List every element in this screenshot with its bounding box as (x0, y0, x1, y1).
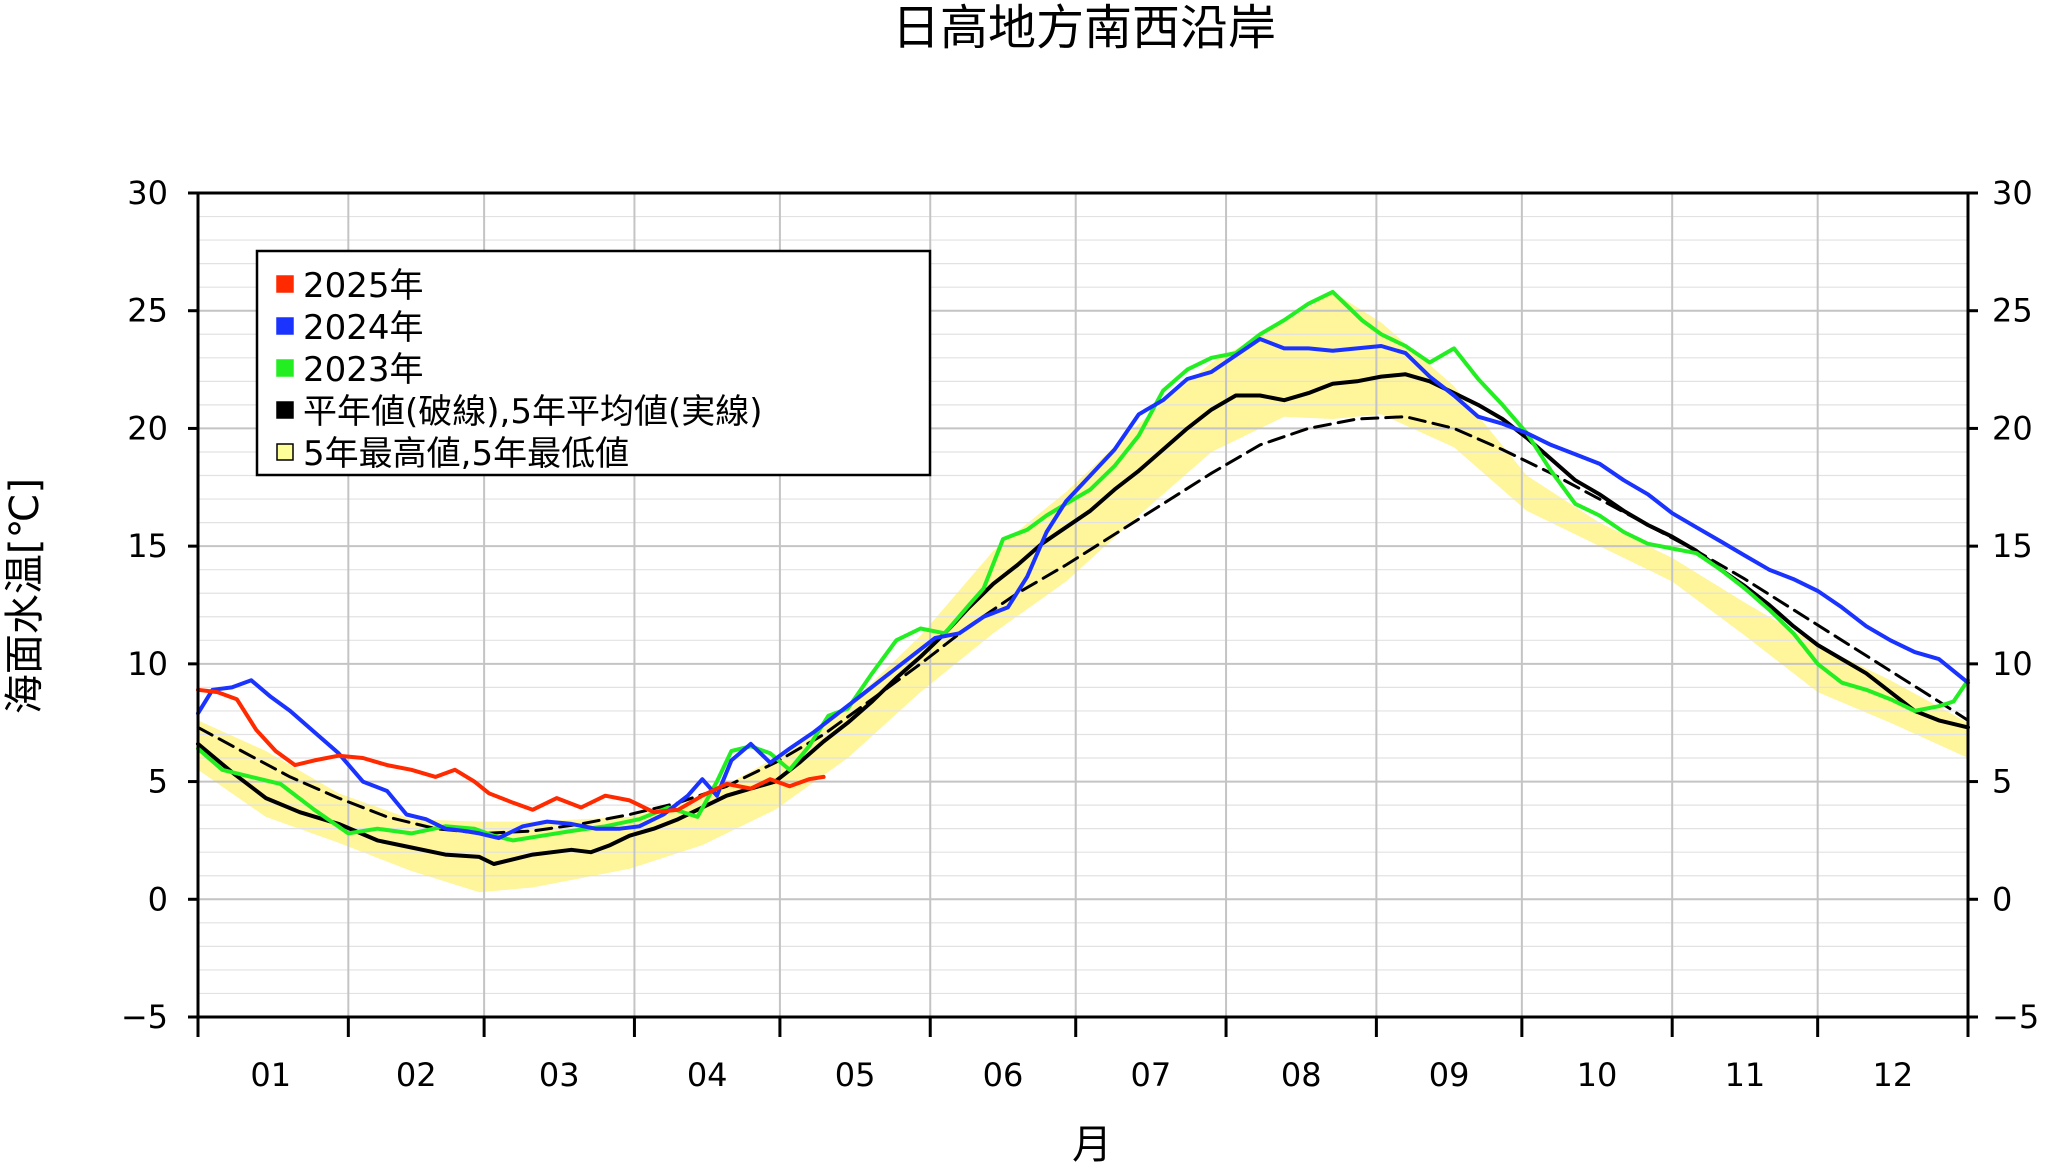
x-tick-label: 02 (396, 1056, 437, 1094)
y-tick-label-right: 10 (1992, 645, 2033, 683)
legend: 2025年2024年2023年平年値(破線),5年平均値(実線)5年最高値,5年… (255, 249, 932, 477)
series-layer (196, 289, 1970, 866)
x-tick-label: 10 (1577, 1056, 1618, 1094)
y-tick-label-right: 15 (1992, 527, 2033, 565)
x-tick-label: 03 (539, 1056, 580, 1094)
y-tick-label-right: 20 (1992, 409, 2033, 447)
x-tick-label: 06 (983, 1056, 1024, 1094)
y-tick-label-right: 0 (1992, 880, 2012, 918)
legend-label: 5年最高値,5年最低値 (303, 434, 629, 474)
series-line (196, 337, 1970, 841)
plot-frame (196, 191, 1970, 1019)
legend-label: 2024年 (303, 308, 424, 348)
y-tick-label-left: 10 (127, 645, 168, 683)
legend-swatch (276, 443, 294, 461)
y-tick-label-left: 20 (127, 409, 168, 447)
x-tick-label: 04 (687, 1056, 728, 1094)
x-tick-label: 09 (1429, 1056, 1470, 1094)
chart-title: 日高地方南西沿岸 (892, 0, 1276, 56)
legend-label: 2023年 (303, 350, 424, 390)
legend-box (255, 249, 932, 477)
y-tick-label-right: 5 (1992, 763, 2012, 801)
y-tick-label-left: 25 (127, 292, 168, 330)
series-line (196, 687, 826, 815)
y-tick-label-left: −5 (121, 998, 168, 1036)
legend-label: 平年値(破線),5年平均値(実線) (303, 392, 763, 432)
x-axis-label: 月 (1072, 1122, 1112, 1166)
series-line (196, 289, 1970, 843)
x-tick-label: 07 (1131, 1056, 1172, 1094)
band-layer (198, 291, 1968, 893)
y-axis-label: 海面水温[℃] (2, 478, 48, 714)
legend-label: 2025年 (303, 266, 424, 306)
x-tick-label: 01 (250, 1056, 291, 1094)
y-tick-label-left: 5 (148, 763, 168, 801)
legend-swatch (276, 317, 294, 335)
x-tick-label: 12 (1872, 1056, 1913, 1094)
x-tick-label: 08 (1281, 1056, 1322, 1094)
y-tick-label-left: 15 (127, 527, 168, 565)
series-line (196, 372, 1970, 866)
y-tick-label-right: 25 (1992, 292, 2033, 330)
x-tick-label: 05 (835, 1056, 876, 1094)
legend-swatch (276, 401, 294, 419)
y-tick-label-right: 30 (1992, 174, 2033, 212)
band-5yr-max-min (198, 291, 1968, 893)
legend-swatch (276, 359, 294, 377)
y-tick-label-left: 0 (148, 880, 168, 918)
legend-swatch (276, 275, 294, 293)
y-tick-label-left: 30 (127, 174, 168, 212)
x-tick-label: 11 (1725, 1056, 1766, 1094)
y-tick-label-right: −5 (1992, 998, 2039, 1036)
